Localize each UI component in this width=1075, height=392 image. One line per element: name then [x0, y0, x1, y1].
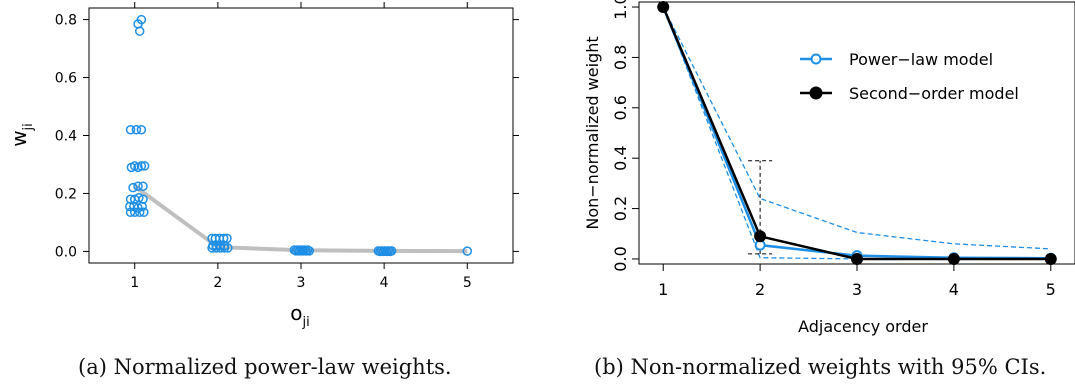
chart-b-second-order-point — [754, 230, 767, 243]
chart-a-x-tick-label: 1 — [130, 275, 139, 291]
chart-a-point — [137, 201, 147, 212]
chart-a-point — [136, 124, 147, 135]
chart-a-point — [304, 246, 315, 256]
caption-b: (b) Non-normalized weights with 95% CIs. — [594, 355, 1047, 379]
chart-a-y-tick-label: 0.8 — [55, 13, 77, 29]
chart-a-y-tick-label: 0.2 — [55, 186, 77, 202]
chart-a-point — [128, 182, 138, 193]
chart-a-point — [125, 207, 136, 218]
chart-b-second-order-line — [662, 6, 1051, 261]
chart-a-mean-line-path — [133, 184, 468, 254]
chart-b-legend-label: Power−law model — [849, 50, 993, 69]
chart-b-x-tick-label: 2 — [755, 280, 765, 299]
chart-b-y-tick-label: 0.0 — [611, 246, 630, 271]
chart-b-y-tick-label: 0.4 — [611, 145, 630, 170]
chart-a-mean-line — [133, 184, 468, 254]
chart-a-point — [223, 243, 233, 253]
chart-a-x-axis-label: oji — [290, 301, 309, 330]
chart-b-y-tick-label: 0.2 — [611, 196, 630, 221]
chart-a-point — [375, 246, 385, 257]
chart-a-point — [219, 243, 230, 253]
chart-a-point — [138, 181, 148, 191]
chart-b-legend-label: Second−order model — [849, 84, 1019, 103]
chart-a-y-tick-label: 0.4 — [55, 129, 77, 145]
chart-b-power-law-ci-upper — [662, 6, 1051, 250]
chart-b-y-tick-label: 1.0 — [611, 0, 630, 20]
chart-b-second-order-point — [947, 252, 960, 265]
chart-a-point — [134, 26, 145, 36]
chart-a-point — [291, 246, 301, 256]
chart-b-x-axis-label: Adjacency order — [798, 317, 928, 336]
chart-b-series — [657, 1, 1057, 265]
chart-b-legend: Power−law model Second−order model — [800, 50, 1019, 103]
chart-a-point — [133, 181, 143, 191]
chart-b-legend-marker — [809, 86, 823, 100]
chart-a-plot-frame — [88, 7, 514, 264]
chart-a-y-tick-label: 0.6 — [55, 71, 77, 87]
chart-b-second-order-point — [657, 1, 670, 14]
chart-a-point — [125, 124, 136, 135]
chart-b-second-order-point — [851, 252, 863, 265]
chart-a-x-tick-label: 5 — [463, 275, 472, 291]
chart-a-point — [136, 14, 147, 25]
chart-a-point — [301, 246, 311, 256]
chart-b-x-tick-label: 1 — [658, 280, 668, 299]
chart-b-second-order-point — [1044, 252, 1057, 265]
chart-a: 1 2 3 4 5 0.0 0.2 0.4 0.6 0.8 oji wji — [7, 2, 519, 330]
chart-a-x-tick-label: 3 — [297, 275, 306, 291]
chart-a-x-tick-label: 2 — [213, 275, 222, 291]
chart-b-x-tick-label: 3 — [852, 280, 862, 299]
chart-a-y-axis-label: wji — [7, 123, 36, 147]
chart-a-point — [297, 246, 308, 256]
chart-b-power-law-line — [662, 6, 1051, 260]
chart-a-points — [124, 14, 473, 257]
chart-a-point — [378, 246, 389, 257]
chart-b-legend-marker — [810, 53, 822, 65]
caption-a: (a) Normalized power-law weights. — [78, 355, 452, 379]
chart-a-point — [134, 193, 144, 203]
chart-a-point — [129, 207, 140, 218]
chart-a-axes: 1 2 3 4 5 0.0 0.2 0.4 0.6 0.8 — [55, 2, 519, 291]
chart-b-plot-frame — [638, 1, 1075, 265]
chart-b-x-tick-label: 4 — [949, 280, 959, 299]
chart-b-confidence-intervals — [662, 6, 1051, 260]
chart-a-point — [134, 207, 145, 218]
chart-b-x-tick-label: 5 — [1046, 280, 1056, 299]
chart-a-point — [294, 246, 305, 256]
chart-b: 1 2 3 4 5 0.0 0.2 0.4 0.6 0.8 1.0 Power−law model S… — [583, 0, 1075, 336]
chart-a-point — [462, 246, 473, 256]
chart-b-axes: 1 2 3 4 5 0.0 0.2 0.4 0.6 0.8 1.0 — [611, 0, 1056, 299]
chart-b-power-law-ci-lower — [662, 6, 1051, 260]
chart-b-y-tick-label: 0.8 — [611, 45, 630, 70]
chart-a-point — [136, 161, 147, 171]
chart-a-point — [385, 246, 395, 257]
chart-a-x-tick-label: 4 — [380, 275, 389, 291]
chart-b-y-tick-label: 0.6 — [611, 95, 630, 120]
chart-a-point — [381, 246, 392, 257]
chart-a-y-tick-label: 0.0 — [55, 244, 77, 260]
chart-b-y-axis-label: Non−normalized weight — [583, 36, 602, 229]
chart-a-point — [139, 207, 149, 218]
chart-a-point — [131, 124, 142, 135]
chart-a-point — [139, 161, 150, 171]
